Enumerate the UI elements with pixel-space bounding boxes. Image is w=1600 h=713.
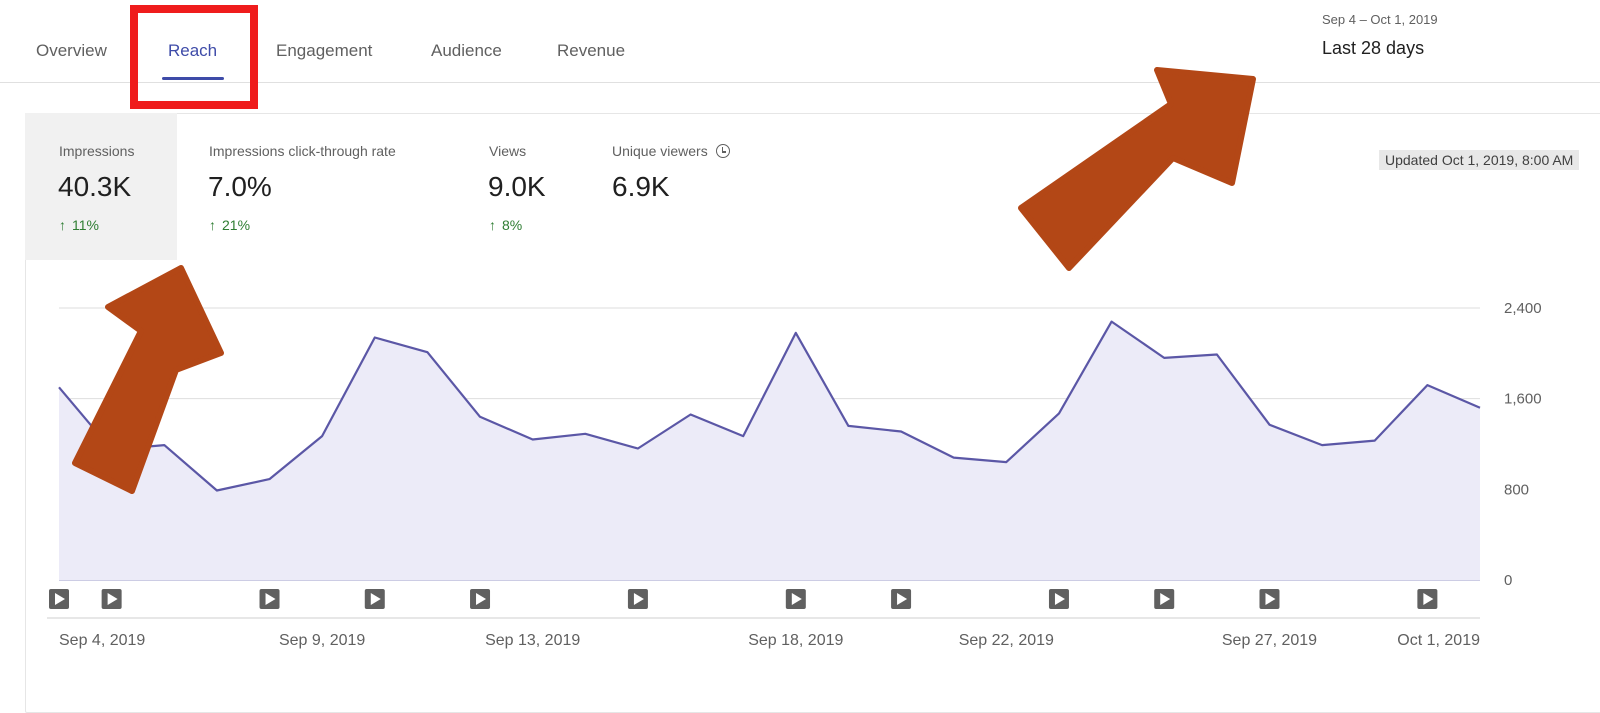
y-axis: 0 800 1,600 2,400	[1504, 300, 1542, 589]
x-tick-label: Sep 4, 2019	[59, 632, 145, 649]
play-icon-triangle	[791, 593, 802, 605]
clock-icon[interactable]	[715, 144, 730, 158]
metric-value: 9.0K	[488, 171, 546, 202]
x-tick-label: Sep 22, 2019	[959, 632, 1054, 649]
tab-engagement[interactable]: Engagement	[276, 41, 373, 60]
arrow-up-icon: ↑	[59, 217, 66, 233]
arrow-up-icon: ↑	[209, 217, 216, 233]
play-icon-triangle	[633, 593, 644, 605]
metric-change: ↑ 11%	[59, 217, 99, 233]
play-icon[interactable]	[785, 589, 806, 609]
play-icon-triangle	[55, 593, 65, 605]
play-icon[interactable]	[49, 589, 69, 609]
date-range-label[interactable]: Sep 4 – Oct 1, 2019	[1322, 12, 1438, 27]
play-icon-triangle	[476, 593, 487, 605]
metric-change: ↑ 8%	[489, 217, 522, 233]
tab-bar: Overview Reach Engagement Audience Reven…	[0, 0, 1600, 83]
metric-value: 6.9K	[612, 171, 670, 202]
play-icon[interactable]	[470, 589, 491, 609]
impressions-line	[58, 320, 1481, 492]
metric-change-value: 8%	[502, 217, 523, 233]
tab-audience[interactable]: Audience	[431, 41, 502, 60]
y-tick-label: 2,400	[1504, 300, 1542, 317]
x-tick-label: Sep 18, 2019	[748, 632, 843, 649]
metric-label-row: Unique viewers	[612, 143, 730, 159]
play-icon-triangle	[265, 593, 276, 605]
metric-impressions[interactable]: Impressions 40.3K ↑ 11%	[25, 113, 177, 260]
x-axis: Sep 4, 2019 Sep 9, 2019 Sep 13, 2019 Sep 18…	[59, 632, 1480, 649]
reach-tab-highlight-box	[130, 5, 258, 109]
tab-overview[interactable]: Overview	[36, 41, 107, 60]
play-icon[interactable]	[259, 589, 280, 609]
arrow-up-icon: ↑	[489, 217, 496, 233]
x-tick-label: Sep 27, 2019	[1222, 632, 1317, 649]
y-tick-label: 800	[1504, 481, 1529, 498]
metric-unique-viewers[interactable]: Unique viewers 6.9K	[577, 113, 777, 260]
play-icon[interactable]	[101, 589, 122, 609]
metric-label: Views	[489, 143, 527, 159]
metric-label: Impressions click-through rate	[209, 143, 396, 159]
play-icon-triangle	[1423, 593, 1434, 605]
play-icon[interactable]	[627, 589, 648, 609]
play-icon-triangle	[370, 593, 381, 605]
tab-revenue[interactable]: Revenue	[557, 41, 626, 60]
y-tick-label: 0	[1504, 572, 1512, 589]
play-icon[interactable]	[1048, 589, 1069, 609]
play-icon[interactable]	[364, 589, 385, 609]
annotation-arrow-date-range	[1018, 67, 1256, 271]
metric-value: 7.0%	[208, 171, 272, 202]
play-icon[interactable]	[1417, 589, 1438, 609]
date-period-selector[interactable]: Last 28 days	[1322, 38, 1425, 58]
video-markers	[49, 589, 1438, 609]
active-tab-indicator	[162, 77, 224, 80]
x-tick-label: Sep 13, 2019	[485, 632, 580, 649]
x-tick-label: Sep 9, 2019	[279, 632, 365, 649]
play-icon[interactable]	[891, 589, 912, 609]
tab-reach[interactable]: Reach	[168, 41, 218, 60]
play-icon-triangle	[897, 593, 908, 605]
play-icon[interactable]	[1259, 589, 1280, 609]
play-icon-triangle	[1160, 593, 1171, 605]
metric-ctr[interactable]: Impressions click-through rate 7.0% ↑ 21%	[177, 113, 457, 260]
annotation-arrow-reach	[72, 265, 224, 494]
metric-change: ↑ 21%	[209, 217, 250, 233]
y-tick-label: 1,600	[1504, 391, 1542, 408]
updated-timestamp: Updated Oct 1, 2019, 8:00 AM	[1379, 150, 1580, 170]
metric-label: Impressions	[59, 143, 135, 159]
metric-views[interactable]: Views 9.0K ↑ 8%	[457, 113, 577, 260]
metric-change-value: 11%	[72, 217, 99, 233]
play-icon-triangle	[107, 593, 118, 605]
play-icon-triangle	[1265, 593, 1276, 605]
metric-label: Unique viewers	[612, 143, 708, 159]
x-tick-label: Oct 1, 2019	[1397, 632, 1480, 649]
metric-value: 40.3K	[58, 171, 132, 202]
play-icon-triangle	[1054, 593, 1065, 605]
impressions-area	[59, 321, 1480, 580]
play-icon[interactable]	[1154, 589, 1175, 609]
metric-change-value: 21%	[222, 217, 251, 233]
